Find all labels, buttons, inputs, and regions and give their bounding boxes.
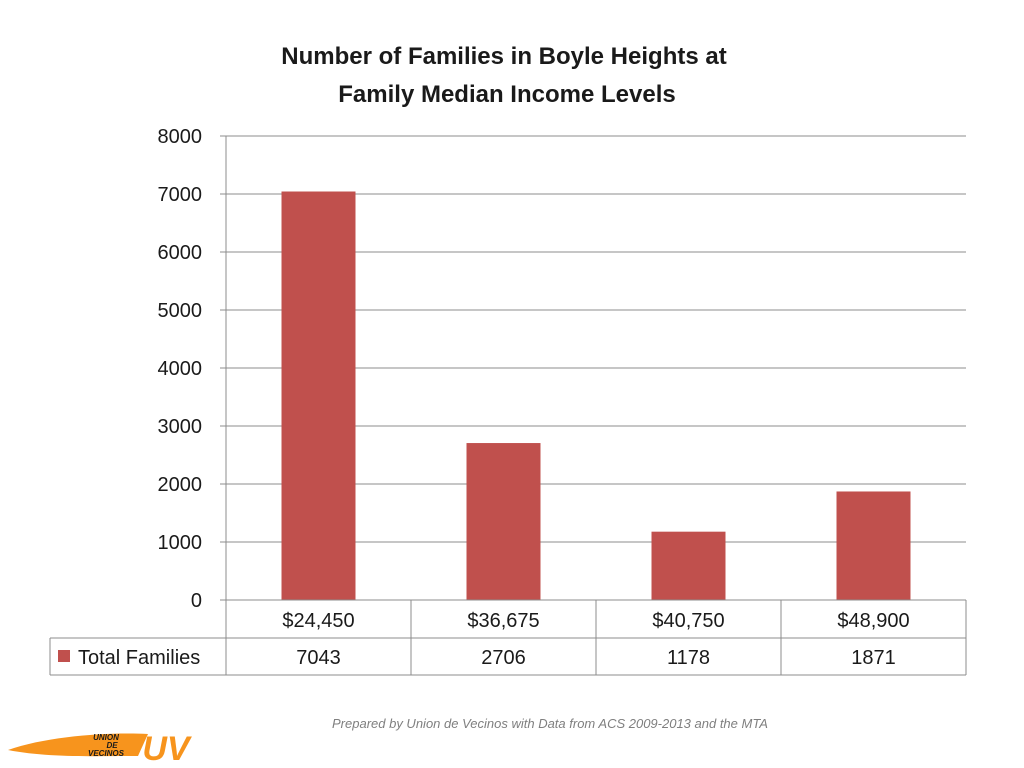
chart-title-line-2: Family Median Income Levels xyxy=(338,81,675,108)
y-tick-label: 4000 xyxy=(158,358,203,380)
data-table: $24,450 7043 $36,675 2706 $40,750 1178 $48,900… xyxy=(49,599,967,676)
logo-line-3: VECINOS xyxy=(88,749,125,758)
data-value-label: 1178 xyxy=(667,647,710,669)
y-tick-label: 2000 xyxy=(158,474,203,496)
bars xyxy=(281,191,911,601)
y-tick-label: 1000 xyxy=(158,532,203,554)
logo-swoosh-shape xyxy=(8,733,148,757)
chart-title-line-1: Number of Families in Boyle Heights at xyxy=(281,43,726,70)
y-axis-ticks: 0 1000 2000 3000 4000 5000 6000 7000 8000 xyxy=(158,126,203,612)
data-value-label: 7043 xyxy=(296,647,341,669)
footer-note: Prepared by Union de Vecinos with Data f… xyxy=(332,716,768,731)
x-category-label: $40,750 xyxy=(652,610,724,632)
legend-series-name: Total Families xyxy=(78,647,200,669)
legend-swatch xyxy=(58,650,70,662)
x-category-label: $24,450 xyxy=(282,610,354,632)
y-tick-label: 7000 xyxy=(158,184,203,206)
y-tick-label: 6000 xyxy=(158,242,203,264)
x-category-label: $36,675 xyxy=(467,610,539,632)
bar xyxy=(651,531,726,600)
data-value-label: 2706 xyxy=(481,647,526,669)
bar xyxy=(836,491,911,600)
bar xyxy=(466,443,541,600)
y-tick-label: 5000 xyxy=(158,300,203,322)
x-category-label: $48,900 xyxy=(837,610,909,632)
logo-mark: UV xyxy=(142,730,192,766)
y-tick-label: 8000 xyxy=(158,126,203,148)
y-tick-label: 0 xyxy=(191,590,202,612)
bar xyxy=(281,191,356,601)
logo-line-2: DE xyxy=(106,741,118,750)
logo-line-1: UNION xyxy=(93,733,119,742)
union-de-vecinos-logo: UNION DE VECINOS UV xyxy=(8,730,192,766)
data-value-label: 1871 xyxy=(851,647,896,669)
y-tick-label: 3000 xyxy=(158,416,203,438)
